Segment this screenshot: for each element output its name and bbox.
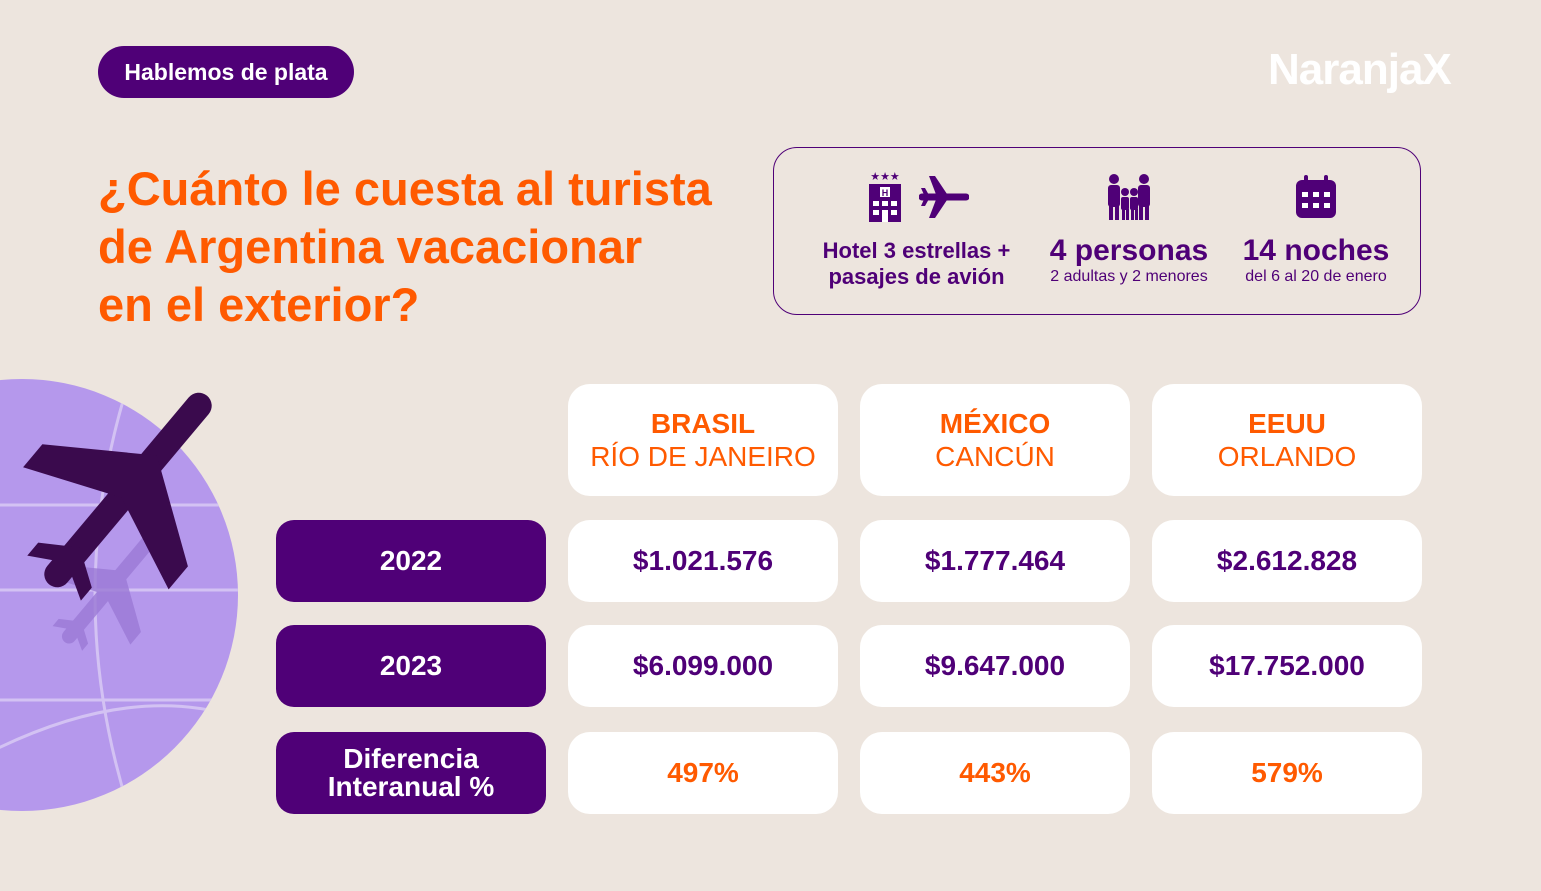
destination-mexico: MÉXICO CANCÚN: [860, 384, 1130, 496]
nights-subtitle: del 6 al 20 de enero: [1245, 268, 1387, 285]
value-cell: $2.612.828: [1152, 520, 1422, 602]
title-line-3: en el exterior?: [98, 278, 420, 331]
row-label-2023: 2023: [276, 625, 546, 707]
hotel-icon: ★★★ H: [868, 171, 901, 222]
destination-eeuu: EEUU ORLANDO: [1152, 384, 1422, 496]
naranjax-logo: NaranjaX: [1268, 45, 1452, 94]
value-cell: $17.752.000: [1152, 625, 1422, 707]
title-line-1: ¿Cuánto le cuesta al turista: [98, 162, 712, 215]
calendar-icon: [1296, 175, 1336, 218]
city-label: ORLANDO: [1217, 441, 1357, 472]
value-cell: $6.099.000: [568, 625, 838, 707]
percent-cell: 497%: [568, 732, 838, 814]
nights-title: 14 noches: [1242, 234, 1390, 267]
svg-text:H: H: [881, 188, 888, 198]
airplane-icon: [918, 176, 969, 218]
globe-illustration: [0, 379, 238, 811]
row-label-difference: Diferencia Interanual %: [276, 732, 546, 814]
airplane-illustration: [23, 392, 212, 601]
people-title: 4 personas: [1049, 234, 1209, 267]
label-line-2: Interanual %: [327, 771, 495, 802]
country-label: MÉXICO: [939, 408, 1051, 439]
value-cell: $1.777.464: [860, 520, 1130, 602]
package-line-2: pasajes de avión: [828, 264, 1005, 289]
percent-cell: 579%: [1152, 732, 1422, 814]
destination-brasil: BRASIL RÍO DE JANEIRO: [568, 384, 838, 496]
city-label: CANCÚN: [935, 441, 1055, 472]
country-label: EEUU: [1248, 408, 1326, 439]
label-line-1: Diferencia: [343, 743, 479, 774]
country-label: BRASIL: [650, 408, 756, 439]
people-subtitle: 2 adultas y 2 menores: [1050, 268, 1208, 285]
title-line-2: de Argentina vacacionar: [98, 220, 643, 273]
family-icon: [1108, 174, 1150, 220]
value-cell: $1.021.576: [568, 520, 838, 602]
plane-shadow-icon: [50, 536, 155, 651]
percent-cell: 443%: [860, 732, 1130, 814]
value-cell: $9.647.000: [860, 625, 1130, 707]
row-label-2022: 2022: [276, 520, 546, 602]
page-title: ¿Cuánto le cuesta al turista de Argentin…: [98, 160, 758, 334]
trip-details-box: ★★★ H Hotel 3 estrellas + pasajes de avi…: [773, 147, 1421, 315]
package-line-1: Hotel 3 estrellas +: [822, 238, 1011, 263]
svg-text:★★★: ★★★: [870, 171, 900, 183]
section-badge: Hablemos de plata: [98, 46, 354, 98]
city-label: RÍO DE JANEIRO: [590, 441, 816, 472]
